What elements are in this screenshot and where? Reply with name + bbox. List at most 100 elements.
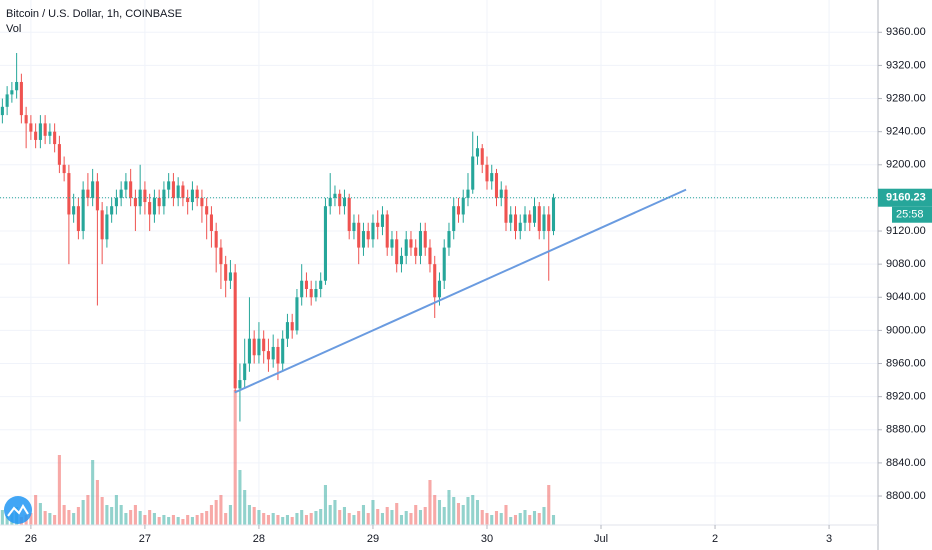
volume-bar	[385, 507, 389, 525]
volume-bar	[257, 510, 261, 525]
volume-bar	[43, 511, 47, 525]
candle-body	[371, 222, 375, 240]
x-tick-label: 30	[481, 533, 493, 545]
volume-bar	[34, 495, 38, 525]
candle-body	[518, 222, 522, 232]
candle-body	[205, 206, 209, 215]
volume-bar	[532, 511, 537, 525]
volume-bar	[537, 513, 541, 525]
volume-bar	[480, 510, 484, 525]
candle-body	[395, 239, 399, 265]
candle-body	[214, 231, 218, 248]
volume-bar	[129, 510, 133, 525]
candle-body	[0, 106, 4, 116]
candle-body	[480, 148, 484, 165]
candle-body	[252, 338, 256, 356]
volume-bar	[252, 507, 256, 525]
logo	[4, 496, 32, 524]
volume-bar	[342, 507, 346, 525]
candle-body	[333, 193, 337, 198]
volume-bar	[447, 490, 451, 525]
volume-bar	[380, 513, 385, 525]
volume-bar	[0, 510, 4, 525]
candle-body	[385, 214, 389, 248]
candle-body	[247, 338, 251, 364]
volume-bar	[456, 503, 461, 525]
volume-bar	[5, 515, 9, 525]
candle-body	[314, 288, 318, 298]
candle-body	[513, 214, 518, 232]
volume-bar	[404, 511, 408, 525]
volume-bar	[418, 510, 423, 525]
volume-bar	[200, 513, 204, 525]
volume-bar	[176, 517, 180, 525]
volume-bar	[319, 509, 323, 525]
volume-bar	[428, 480, 432, 525]
volume-bar	[48, 513, 52, 525]
candle-body	[437, 280, 442, 298]
candle-body	[338, 193, 342, 207]
candle-body	[148, 202, 152, 215]
candle-body	[162, 189, 166, 207]
candle-body	[361, 231, 366, 248]
volume-bar	[91, 460, 95, 525]
candle-body	[366, 231, 370, 240]
candle-body	[357, 222, 361, 248]
volume-bar	[309, 513, 313, 525]
volume-bar	[110, 507, 114, 525]
candle-body	[433, 264, 437, 298]
candle-body	[129, 181, 133, 198]
trend-line	[234, 188, 687, 394]
volume-bar	[119, 505, 123, 525]
candle-body	[266, 351, 270, 360]
candle-body	[456, 206, 461, 215]
y-tick-label: 9360.00	[886, 26, 926, 38]
candle-body	[76, 206, 80, 232]
volume-bar	[209, 505, 213, 525]
candle-body	[262, 338, 266, 352]
volume-bar	[442, 507, 446, 525]
volume-bar	[437, 500, 442, 525]
volume-bar	[338, 510, 342, 525]
candle-body	[452, 206, 456, 232]
candle-body	[95, 181, 99, 211]
candle-body	[138, 189, 142, 207]
y-tick-label: 9320.00	[886, 59, 926, 71]
volume-bar	[551, 515, 556, 525]
y-tick-label: 9120.00	[886, 225, 926, 237]
x-tick-label: 27	[139, 533, 151, 545]
candle-body	[494, 173, 499, 198]
volume-bar	[494, 511, 499, 525]
volume-bar	[366, 513, 370, 525]
candle-body	[224, 264, 228, 281]
volume-bar	[219, 495, 223, 525]
candle-body	[504, 189, 508, 223]
candle-body	[171, 181, 175, 198]
price-label: 9160.23	[886, 192, 926, 204]
candle-body	[295, 297, 299, 331]
candle-body	[523, 214, 527, 223]
countdown: 25:58	[896, 209, 924, 221]
volume-bar	[352, 515, 356, 525]
candle-body	[19, 81, 23, 116]
volume-bar	[271, 513, 275, 525]
volume-bar	[86, 495, 90, 525]
candle-body	[86, 189, 90, 198]
candle-body	[323, 206, 327, 281]
volume-bar	[390, 510, 394, 525]
volume-bar	[281, 517, 285, 525]
candle-body	[57, 144, 61, 165]
volume-bar	[190, 517, 194, 525]
candle-body	[485, 164, 489, 182]
candle-body	[547, 214, 551, 232]
y-tick-label: 8960.00	[886, 357, 926, 369]
candle-body	[471, 156, 475, 190]
candle-body	[181, 185, 185, 198]
volume-bar	[475, 500, 480, 525]
candle-body	[190, 189, 194, 203]
volume-bar	[304, 515, 308, 525]
volume-bar	[238, 470, 242, 525]
candle-body	[551, 197, 556, 232]
candle-body	[119, 189, 123, 198]
